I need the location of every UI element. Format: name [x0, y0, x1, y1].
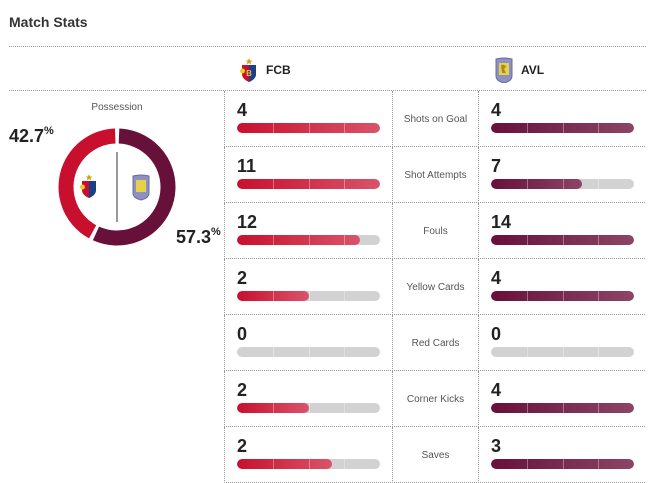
home-stat-bar-fill — [237, 235, 360, 245]
away-stat-cell: 4 — [479, 371, 646, 427]
avl-crest-icon — [132, 174, 150, 201]
stat-row: 12 Fouls 14 — [224, 203, 645, 259]
home-stat-cell: 12 — [225, 203, 393, 259]
away-team-header: AVL — [495, 52, 544, 88]
divider — [9, 46, 646, 47]
home-stat-cell: 0 — [225, 315, 393, 371]
fcb-crest-icon: B — [240, 58, 256, 82]
away-stat-value: 4 — [491, 380, 502, 400]
stat-row: 4 Shots on Goal 4 — [224, 91, 645, 147]
home-stat-value: 2 — [237, 268, 248, 288]
home-stat-bar — [237, 459, 380, 469]
away-stat-bar — [491, 235, 634, 245]
stat-row: 11 Shot Attempts 7 — [224, 147, 645, 203]
away-stat-bar-fill — [491, 459, 634, 469]
stat-row: 2 Saves 3 — [224, 427, 645, 483]
away-stat-value: 4 — [491, 268, 502, 288]
home-team-abbr: FCB — [266, 63, 291, 77]
away-stat-bar-fill — [491, 403, 634, 413]
home-possession-value: 42.7% — [9, 125, 54, 146]
home-stat-bar — [237, 179, 380, 189]
stat-label: Saves — [393, 427, 479, 483]
away-stat-cell: 7 — [479, 147, 646, 203]
away-stat-bar — [491, 347, 634, 357]
possession-label: Possession — [91, 102, 143, 113]
away-possession-value: 57.3% — [176, 226, 221, 247]
stat-label: Shots on Goal — [393, 91, 479, 147]
stats-table: 4 Shots on Goal 4 11 Shot Attempts 7 12 — [224, 91, 645, 483]
stat-label: Corner Kicks — [393, 371, 479, 427]
home-possession-arc — [58, 128, 176, 246]
avl-crest-icon — [495, 57, 513, 83]
away-stat-bar — [491, 459, 634, 469]
away-stat-value: 4 — [491, 100, 502, 120]
away-stat-bar-fill — [491, 123, 634, 133]
away-stat-value: 14 — [491, 212, 512, 232]
away-stat-cell: 0 — [479, 315, 646, 371]
away-stat-bar — [491, 291, 634, 301]
home-stat-cell: 2 — [225, 427, 393, 483]
away-stat-bar — [491, 403, 634, 413]
home-stat-cell: 11 — [225, 147, 393, 203]
home-stat-bar-fill — [237, 291, 309, 301]
away-stat-cell: 3 — [479, 427, 646, 483]
possession-panel: Possession 42.7% 57.3% — [0, 92, 224, 252]
home-stat-bar-fill — [237, 123, 380, 133]
divider — [9, 90, 646, 91]
home-stat-value: 2 — [237, 436, 248, 456]
stat-label: Shot Attempts — [393, 147, 479, 203]
away-stat-bar — [491, 179, 634, 189]
home-stat-cell: 4 — [225, 91, 393, 147]
away-possession-arc — [58, 128, 176, 246]
home-stat-bar — [237, 403, 380, 413]
home-stat-bar-fill — [237, 459, 333, 469]
home-stat-value: 0 — [237, 324, 248, 344]
away-stat-bar — [491, 123, 634, 133]
away-stat-bar-fill — [491, 235, 634, 245]
away-stat-cell: 4 — [479, 259, 646, 315]
stat-label: Fouls — [393, 203, 479, 259]
stat-label: Yellow Cards — [393, 259, 479, 315]
home-stat-value: 4 — [237, 100, 248, 120]
stat-row: 2 Corner Kicks 4 — [224, 371, 645, 427]
home-stat-value: 11 — [237, 156, 257, 176]
stat-row: 0 Red Cards 0 — [224, 315, 645, 371]
stat-label: Red Cards — [393, 315, 479, 371]
home-stat-cell: 2 — [225, 371, 393, 427]
home-stat-value: 12 — [237, 212, 258, 232]
home-team-header: B FCB — [240, 52, 291, 88]
home-stat-cell: 2 — [225, 259, 393, 315]
away-stat-bar-fill — [491, 291, 634, 301]
home-stat-bar — [237, 347, 380, 357]
away-stat-cell: 14 — [479, 203, 646, 259]
away-stat-value: 3 — [491, 436, 502, 456]
home-stat-bar — [237, 235, 380, 245]
stat-row: 2 Yellow Cards 4 — [224, 259, 645, 315]
page-title: Match Stats — [9, 14, 88, 30]
away-stat-value: 0 — [491, 324, 502, 344]
away-stat-value: 7 — [491, 156, 502, 176]
away-team-abbr: AVL — [521, 63, 545, 77]
home-stat-bar — [237, 123, 380, 133]
home-stat-bar-fill — [237, 403, 309, 413]
home-stat-value: 2 — [237, 380, 248, 400]
possession-donut — [58, 128, 176, 246]
home-stat-bar — [237, 291, 380, 301]
home-stat-bar-fill — [237, 179, 380, 189]
away-stat-cell: 4 — [479, 91, 646, 147]
svg-text:B: B — [246, 69, 252, 78]
away-stat-bar-fill — [491, 179, 582, 189]
fcb-crest-icon — [80, 174, 96, 198]
